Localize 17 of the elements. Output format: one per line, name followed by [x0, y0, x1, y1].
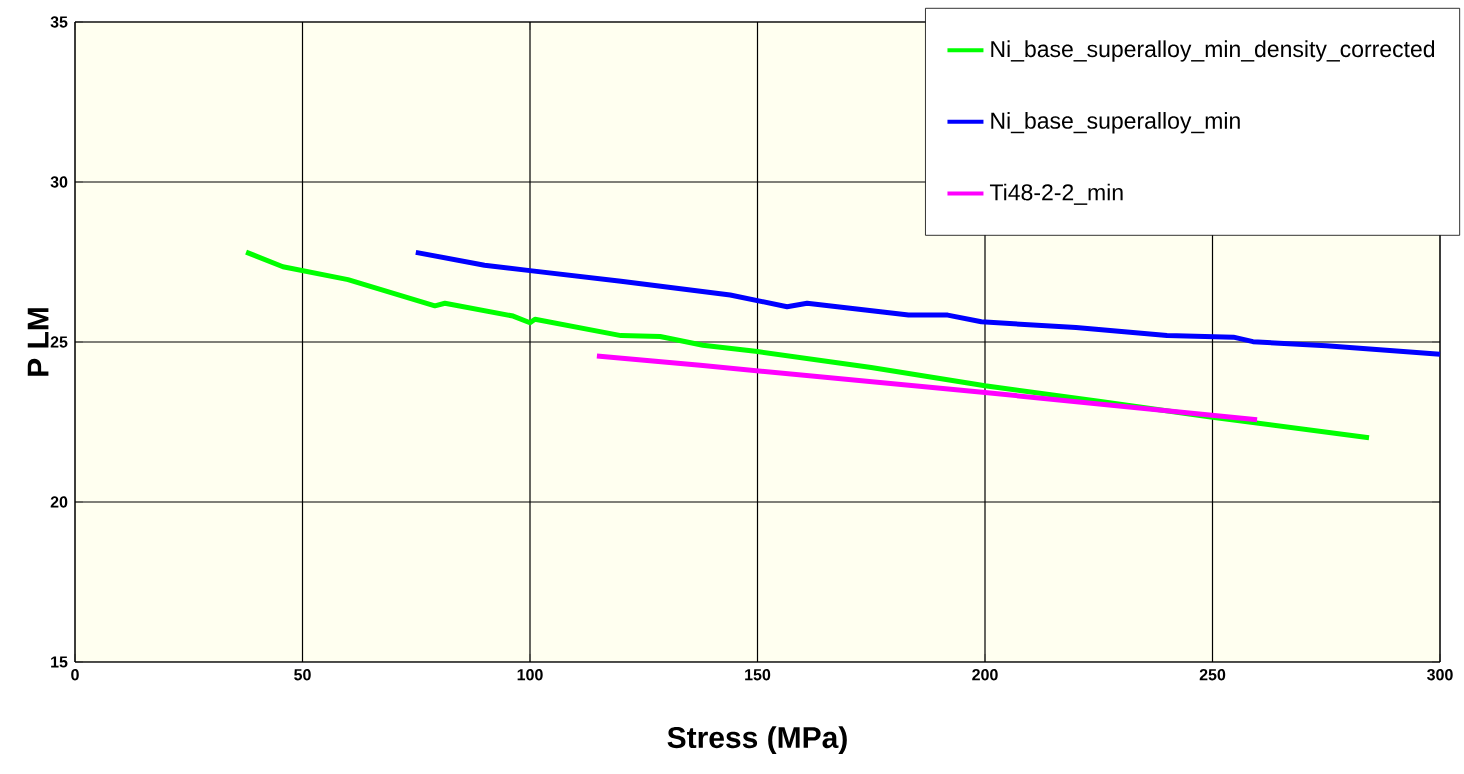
x-tick-label: 150 [745, 669, 771, 681]
x-tick-label: 100 [517, 669, 543, 681]
legend-label: Ni_base_superalloy_min [991, 111, 1240, 134]
x-tick-label: 0 [71, 669, 79, 681]
y-tick-label: 35 [50, 16, 68, 28]
x-tick-label: 200 [972, 669, 998, 681]
y-tick-label: 30 [50, 176, 68, 188]
y-axis-title: P LM [27, 308, 49, 376]
y-tick-label: 25 [50, 336, 68, 348]
x-tick-label: 250 [1199, 669, 1226, 681]
y-tick-label: 15 [51, 656, 68, 668]
legend-label: Ni_base_superalloy_min_density_corrected [991, 40, 1435, 62]
x-tick-label: 300 [1427, 669, 1453, 681]
x-axis-title: Stress (MPa) [667, 726, 847, 755]
legend-label: Ti48-2-2_min [989, 183, 1123, 205]
x-tick-label: 50 [294, 669, 311, 681]
y-tick-label: 20 [50, 496, 68, 508]
